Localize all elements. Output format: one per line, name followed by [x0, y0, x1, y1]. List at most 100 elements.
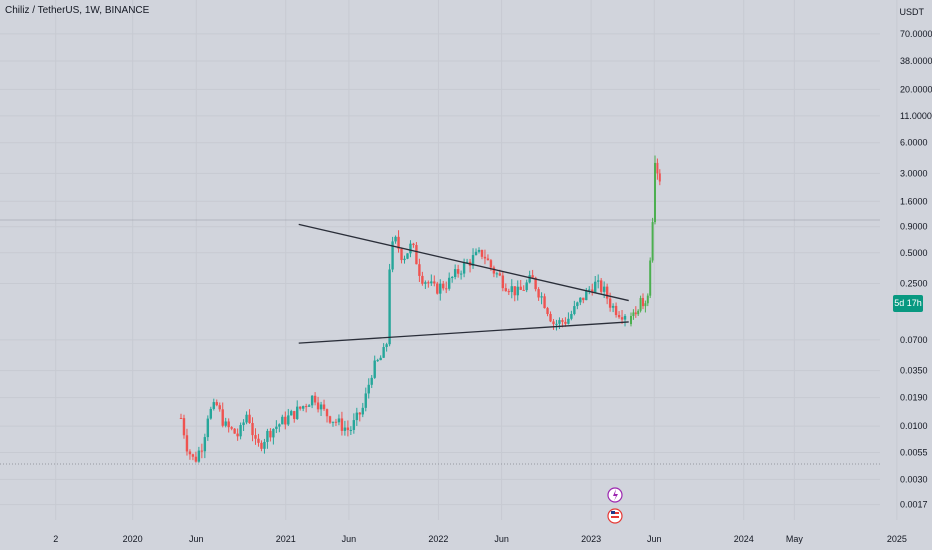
- candle-body: [233, 428, 236, 434]
- candle-body: [260, 442, 263, 449]
- candle-body: [349, 429, 353, 431]
- candle-body: [453, 269, 457, 278]
- y-tick-label: 0.0700: [900, 335, 928, 345]
- candle-body: [620, 317, 624, 320]
- candle-body: [649, 260, 652, 296]
- candle-body: [239, 425, 242, 437]
- x-tick-label: 2020: [123, 534, 143, 544]
- candle-body: [179, 418, 183, 419]
- candle-body: [599, 280, 603, 292]
- candle-body: [546, 308, 549, 314]
- candle-body: [564, 321, 567, 324]
- candle-body: [382, 347, 385, 358]
- x-tick-label: Jun: [494, 534, 509, 544]
- candle-body: [370, 377, 373, 385]
- y-tick-label: 11.0000: [900, 111, 932, 121]
- flag-stripe: [611, 516, 619, 518]
- candle-body: [281, 416, 284, 425]
- chart-title: Chiliz / TetherUS, 1W, BINANCE: [5, 5, 150, 16]
- candle-body: [215, 402, 218, 406]
- candle-body: [430, 281, 433, 284]
- candle-body: [501, 275, 505, 289]
- candle-body: [388, 269, 391, 345]
- y-tick-label: 0.0017: [900, 500, 928, 510]
- y-tick-label: 0.0030: [900, 474, 928, 484]
- candle-body: [646, 295, 649, 304]
- candle-body: [540, 296, 543, 298]
- flag-canton: [611, 511, 615, 514]
- candle-body: [558, 320, 561, 324]
- x-tick-label: 2: [53, 534, 58, 544]
- candle-body: [373, 360, 376, 378]
- x-tick-label: 2025: [887, 534, 907, 544]
- candle-body: [465, 261, 469, 263]
- candle-body: [385, 344, 388, 348]
- candle-body: [367, 384, 370, 394]
- candle-body: [605, 286, 609, 299]
- candle-body: [421, 275, 424, 284]
- candle-body: [576, 302, 579, 307]
- candle-body: [206, 418, 210, 438]
- candle-body: [436, 283, 439, 294]
- trendline-upper[interactable]: [298, 223, 629, 302]
- candle-body: [364, 393, 367, 408]
- lightning-bolt-icon: [613, 489, 618, 501]
- candle-body: [319, 404, 323, 410]
- candle-body: [278, 424, 281, 427]
- candle-body: [316, 402, 320, 410]
- candle-body: [513, 286, 516, 296]
- y-tick-label: 0.0190: [900, 393, 928, 403]
- candle-body: [608, 298, 612, 308]
- candle-body: [489, 260, 493, 268]
- candle-body: [534, 277, 537, 290]
- candle-body: [355, 412, 359, 421]
- y-tick-label: 38.0000: [900, 56, 932, 66]
- candle-body: [236, 433, 239, 437]
- candle-body: [334, 421, 338, 423]
- candle-body: [445, 288, 448, 290]
- candle-body: [658, 173, 661, 182]
- candle-body: [644, 303, 647, 307]
- candle-body: [182, 418, 186, 436]
- candle-body: [313, 395, 317, 403]
- x-tick-label: 2021: [276, 534, 296, 544]
- candle-body: [263, 441, 266, 449]
- candle-body: [197, 450, 201, 462]
- candle-body: [632, 312, 635, 316]
- candle-body: [531, 275, 534, 278]
- candle-body: [376, 360, 379, 362]
- x-tick-label: May: [786, 534, 804, 544]
- candle-body: [504, 288, 508, 292]
- candle-body: [194, 456, 198, 462]
- candle-body: [346, 427, 350, 431]
- candle-body: [483, 256, 487, 259]
- candle-body: [251, 423, 254, 436]
- candle-body: [471, 255, 475, 266]
- candle-body: [272, 428, 275, 438]
- candle-body: [266, 430, 269, 442]
- trendline-lower[interactable]: [298, 321, 629, 344]
- x-tick-label: Jun: [189, 534, 204, 544]
- candle-body: [549, 313, 552, 322]
- candle-body: [287, 415, 290, 425]
- grid-lines: [0, 219, 880, 465]
- candle-body: [456, 269, 460, 274]
- y-tick-label: 70.0000: [900, 29, 932, 39]
- candle-body: [304, 406, 308, 408]
- candle-body: [642, 298, 644, 307]
- candle-body: [397, 236, 400, 249]
- candle-body: [296, 406, 299, 419]
- candle-body: [579, 297, 582, 303]
- y-tick-label: 3.0000: [900, 168, 928, 178]
- candle-body: [322, 404, 326, 410]
- x-tick-label: Jun: [342, 534, 357, 544]
- candle-body: [212, 402, 215, 409]
- candle-body: [200, 450, 204, 452]
- x-tick-label: 2022: [428, 534, 448, 544]
- candle-body: [328, 416, 332, 423]
- candle-body: [495, 273, 499, 275]
- y-tick-label: 0.9000: [900, 222, 928, 232]
- x-tick-label: Jun: [647, 534, 662, 544]
- event-markers[interactable]: [607, 487, 623, 524]
